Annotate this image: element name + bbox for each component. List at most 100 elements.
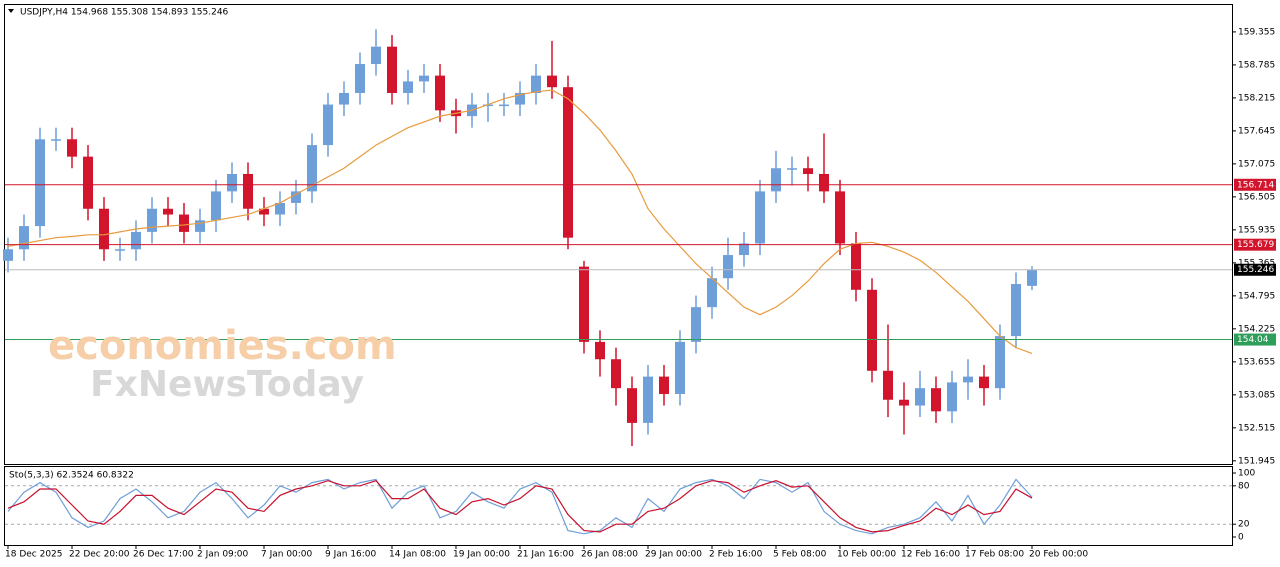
candle-body [723,255,733,279]
collapse-arrow[interactable] [8,9,14,13]
candle-body [339,92,349,105]
watermark-text: FxNewsToday [90,364,364,405]
watermark-text: economies.com [48,323,397,369]
y-tick-label: 151.945 [1238,456,1275,466]
candle-body [483,104,493,107]
candle-body [947,382,957,412]
candle-body [899,399,909,406]
y-tick-label: 100 [1238,469,1255,479]
candle-body [627,388,637,423]
candle-body [547,75,557,88]
candle-body [499,104,509,107]
candle-body [595,341,605,360]
x-tick-label: 29 Jan 00:00 [645,550,702,560]
x-tick-label: 26 Jan 08:00 [581,550,638,560]
level-label-box [1234,238,1276,251]
x-tick-label: 21 Jan 16:00 [517,550,574,560]
main-panel [4,4,1233,465]
candle-body [803,168,813,175]
candle-body [259,208,269,215]
x-tick-label: 14 Jan 08:00 [389,550,446,560]
candle-body [771,168,781,192]
candle-body [179,214,189,232]
y-tick-label: 154.225 [1238,324,1275,334]
indicator-title: Sto(5,3,3) 62.3524 60.8322 [9,471,134,481]
x-tick-label: 19 Jan 00:00 [453,550,510,560]
x-tick-label: 26 Dec 17:00 [133,550,194,560]
candle-body [83,156,93,209]
x-tick-label: 2 Feb 16:00 [709,550,763,560]
candle-body [115,249,125,251]
candle-body [323,104,333,146]
candle-body [1011,283,1021,337]
candle-body [979,376,989,389]
x-tick-label: 22 Dec 20:00 [69,550,130,560]
x-tick-label: 5 Feb 08:00 [773,550,827,560]
candle-body [611,359,621,389]
y-tick-label: 153.655 [1238,357,1275,367]
level-label: 155.679 [1237,240,1274,250]
series-line [7,89,1033,355]
candle-body [531,75,541,93]
candle-body [147,208,157,232]
oscillator-panel [4,466,1233,546]
candle-body [995,336,1005,389]
candle-body [755,191,765,244]
candle-body [915,388,925,406]
y-tick-label: 20 [1238,520,1250,530]
y-tick-label: 155.935 [1238,225,1275,235]
level-label: 156.714 [1237,180,1274,190]
candle-body [707,278,717,308]
candle-body [675,341,685,394]
candle-body [819,174,829,192]
y-tick-label: 155.365 [1238,258,1275,268]
level-label: 155.246 [1237,265,1274,275]
candle-body [227,174,237,192]
candle-body [195,220,205,232]
candle-body [739,243,749,256]
candle-body [99,208,109,250]
candle-body [67,139,77,157]
candle-body [963,376,973,383]
y-tick-label: 156.505 [1238,192,1275,202]
x-tick-label: 10 Feb 00:00 [837,550,896,560]
candle-body [931,388,941,412]
x-tick-label: 2 Jan 09:00 [197,550,249,560]
series-line [7,478,1033,535]
candle-body [131,231,141,250]
candle-body [3,249,13,261]
candle-body [835,191,845,244]
y-tick-label: 157.645 [1238,126,1275,136]
candle-body [579,266,589,342]
candle-body [643,376,653,423]
candle-body [1027,269,1037,286]
y-tick-label: 154.795 [1238,291,1275,301]
candle-body [563,87,573,238]
series-line [7,480,1033,533]
x-tick-label: 18 Dec 2025 [5,550,63,560]
candle-body [243,174,253,209]
y-tick-label: 0 [1238,533,1244,543]
candle-body [387,46,397,93]
candle-body [659,376,669,394]
candle-body [291,191,301,203]
y-tick-label: 158.215 [1238,93,1275,103]
x-tick-label: 9 Jan 16:00 [325,550,377,560]
y-tick-label: 153.085 [1238,390,1275,400]
candle-body [355,64,365,93]
candle-body [19,226,29,250]
candle-body [515,92,525,105]
chart-title: USDJPY,H4 154.968 155.308 154.893 155.24… [20,8,229,18]
x-tick-label: 7 Jan 00:00 [261,550,313,560]
candle-body [371,46,381,65]
y-tick-label: 159.355 [1238,27,1275,37]
candle-body [51,139,61,141]
level-label: 154.04 [1237,335,1269,345]
level-label-box [1234,178,1276,191]
candle-body [35,139,45,227]
level-label-box [1234,263,1276,276]
y-tick-label: 80 [1238,481,1250,491]
candle-body [883,370,893,400]
